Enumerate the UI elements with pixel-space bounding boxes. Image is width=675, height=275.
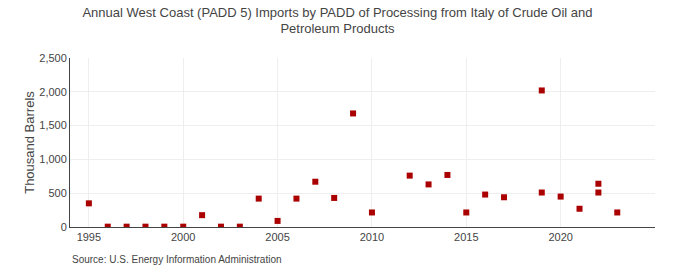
svg-text:2020: 2020 <box>548 231 572 243</box>
svg-text:1,000: 1,000 <box>39 153 67 165</box>
svg-text:Source: U.S. Energy Informatio: Source: U.S. Energy Information Administ… <box>72 254 282 265</box>
svg-text:2,500: 2,500 <box>39 52 67 64</box>
svg-text:2005: 2005 <box>265 231 289 243</box>
svg-text:2010: 2010 <box>360 231 384 243</box>
svg-text:2000: 2000 <box>171 231 195 243</box>
svg-text:2015: 2015 <box>454 231 478 243</box>
svg-text:Thousand Barrels: Thousand Barrels <box>22 91 37 194</box>
svg-text:1,500: 1,500 <box>39 119 67 131</box>
svg-text:2,000: 2,000 <box>39 86 67 98</box>
svg-text:1995: 1995 <box>77 231 101 243</box>
svg-text:Annual West Coast (PADD 5) Imp: Annual West Coast (PADD 5) Imports by PA… <box>82 5 592 37</box>
svg-text:500: 500 <box>48 187 66 199</box>
svg-text:0: 0 <box>61 221 67 233</box>
